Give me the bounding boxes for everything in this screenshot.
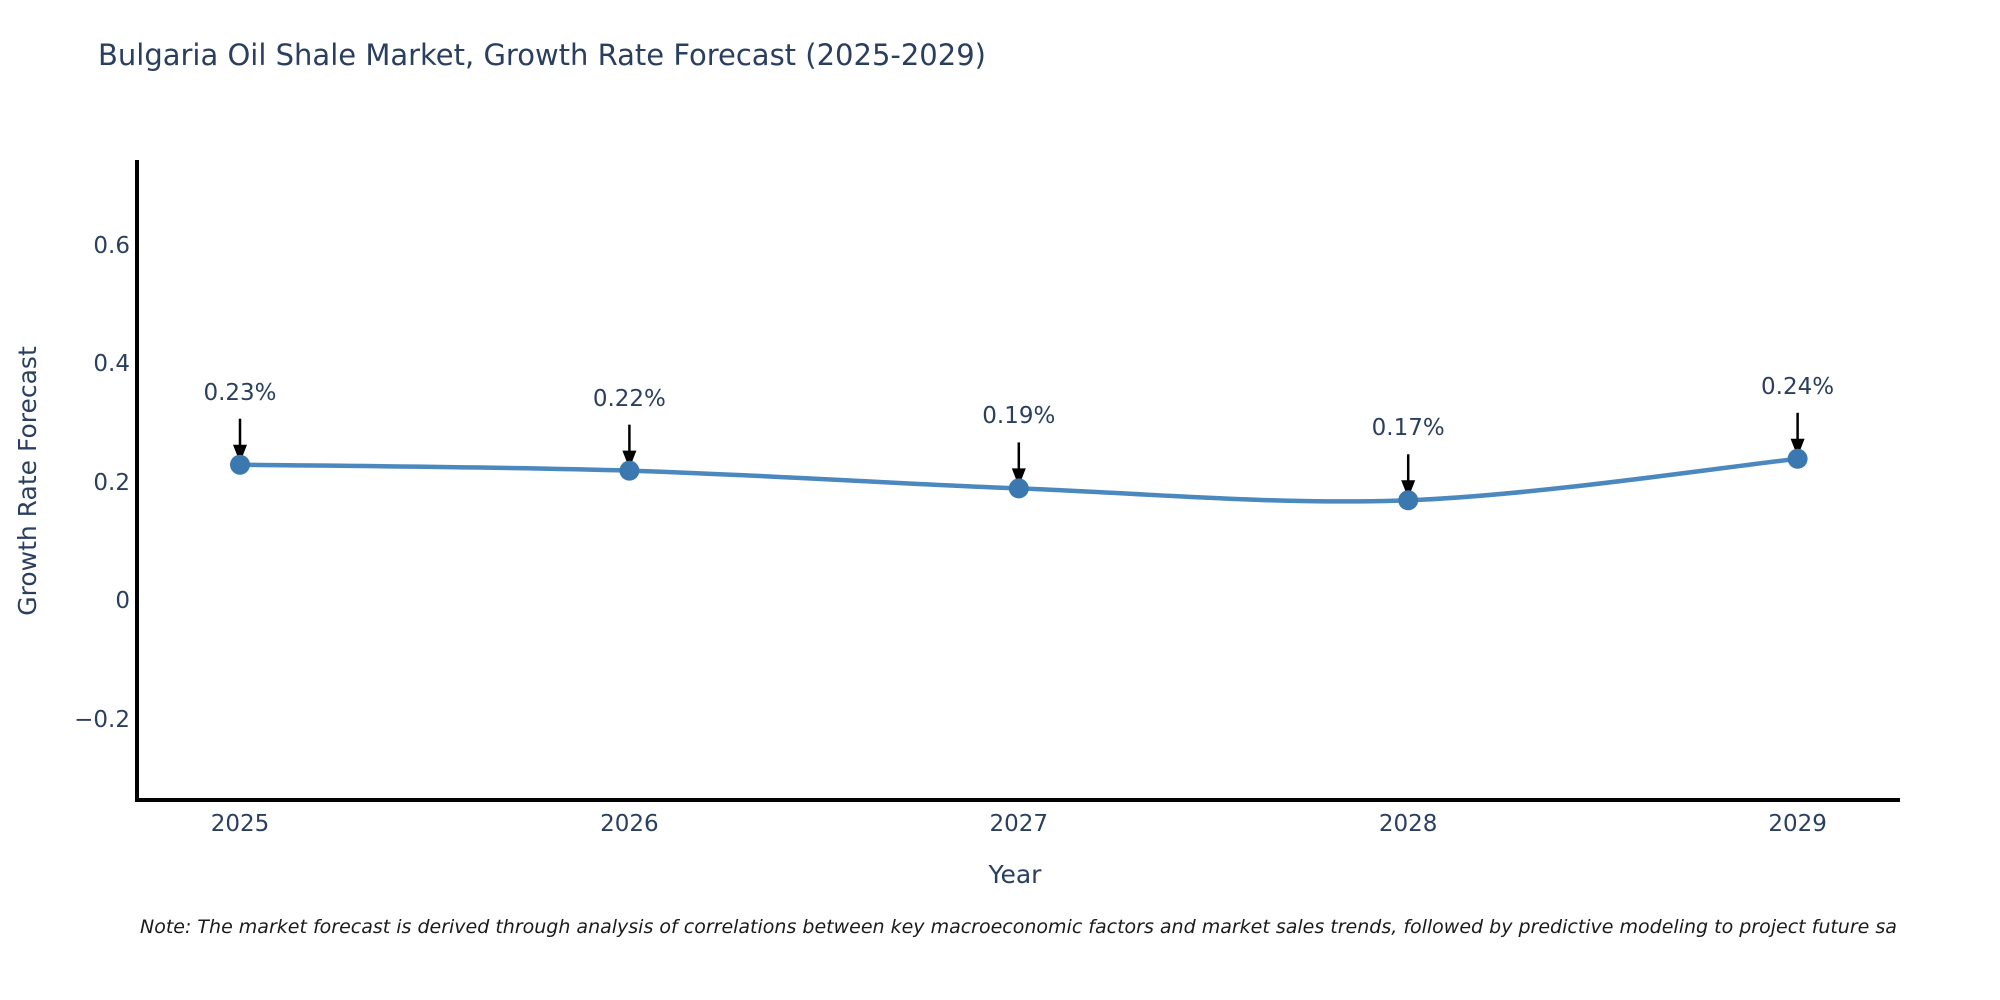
annotation-arrowhead (622, 450, 637, 469)
y-tick-label: 0.4 (93, 351, 130, 377)
x-tick-label: 2027 (989, 811, 1049, 837)
data-point-marker (1398, 490, 1419, 511)
point-value-label: 0.17% (1371, 415, 1445, 442)
x-tick-label: 2028 (1378, 811, 1438, 837)
chart-title: Bulgaria Oil Shale Market, Growth Rate F… (98, 38, 986, 72)
y-tick-label: −0.2 (74, 706, 130, 733)
x-axis-title: Year (988, 860, 1042, 889)
point-value-label: 0.22% (592, 385, 666, 412)
x-tick-label: 2026 (600, 811, 659, 837)
annotation-arrowhead (1790, 438, 1805, 457)
y-tick-label: 0.6 (93, 232, 130, 259)
x-tick-label: 2029 (1768, 811, 1827, 837)
x-tick-label: 2025 (210, 811, 270, 837)
point-value-label: 0.24% (1761, 373, 1835, 400)
data-point-marker (230, 454, 250, 475)
data-point-marker (619, 460, 640, 481)
point-value-label: 0.23% (203, 379, 277, 406)
data-point-marker (1008, 478, 1029, 499)
y-tick-label: 0.2 (93, 469, 130, 496)
annotation-arrowhead (233, 444, 247, 463)
y-tick-label: 0 (115, 588, 130, 614)
axis-spines (135, 160, 1900, 802)
data-point-marker (1787, 448, 1808, 469)
annotation-arrowhead (1401, 480, 1416, 499)
footnote: Note: The market forecast is derived thr… (140, 916, 1897, 938)
annotation-arrowhead (1011, 468, 1026, 487)
point-value-label: 0.19% (982, 403, 1056, 430)
